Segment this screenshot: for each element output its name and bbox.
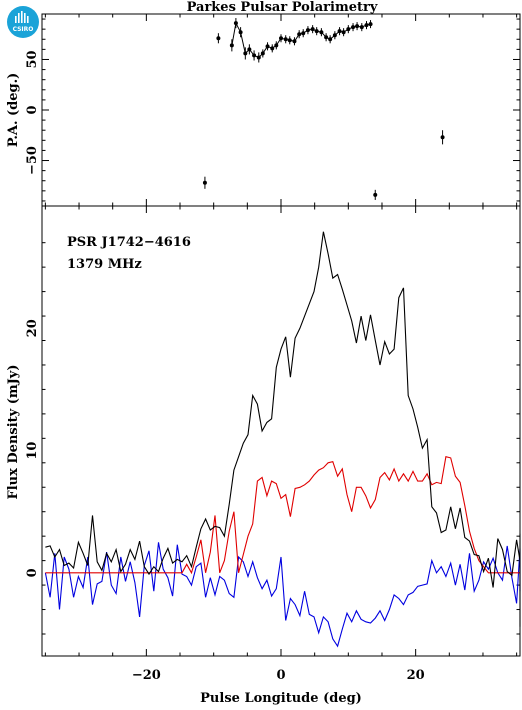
chart-title: Parkes Pulsar Polarimetry bbox=[187, 0, 378, 15]
pa-point bbox=[440, 135, 445, 140]
pa-point bbox=[243, 51, 248, 56]
pa-point bbox=[351, 25, 356, 30]
flux-x-tick-label: −20 bbox=[132, 668, 161, 683]
pa-point bbox=[265, 44, 270, 49]
pa-point bbox=[346, 27, 351, 32]
pa-point bbox=[305, 28, 310, 33]
pa-point bbox=[279, 36, 283, 41]
pa-y-tick-label: 50 bbox=[25, 50, 40, 68]
pa-point bbox=[373, 192, 378, 197]
flux-y-tick-label: 10 bbox=[25, 442, 40, 460]
pa-point bbox=[341, 30, 346, 35]
pa-point bbox=[287, 38, 292, 43]
pa-y-tick-label: 0 bbox=[25, 105, 40, 114]
pa-point bbox=[238, 30, 243, 35]
pa-point bbox=[301, 31, 306, 36]
pa-point bbox=[292, 39, 297, 44]
pa-panel: −50 0 50 P.A. (deg.) bbox=[6, 13, 521, 207]
pa-point bbox=[260, 51, 265, 56]
pa-point bbox=[297, 32, 302, 37]
pa-point bbox=[324, 35, 329, 40]
pa-point bbox=[283, 37, 288, 42]
pa-point bbox=[328, 37, 333, 42]
series-line-total bbox=[45, 231, 521, 627]
pa-point bbox=[319, 30, 324, 35]
csiro-logo-bars-icon bbox=[15, 11, 29, 23]
pa-point bbox=[355, 24, 360, 29]
annotation-psr-name: PSR J1742−4616 bbox=[67, 235, 191, 250]
flux-y-tick-label: 0 bbox=[25, 568, 40, 577]
pa-point bbox=[216, 36, 221, 41]
pa-y-axis-label: P.A. (deg.) bbox=[6, 73, 21, 148]
flux-axis-ticks: 0 10 20 −20 0 20 bbox=[25, 206, 520, 683]
flux-y-tick-label: 20 bbox=[25, 319, 40, 337]
pa-point bbox=[337, 29, 342, 34]
pa-point bbox=[256, 55, 261, 60]
flux-x-tick-label: 20 bbox=[407, 668, 425, 683]
pa-points bbox=[202, 18, 445, 200]
pa-point bbox=[233, 21, 238, 26]
pa-point bbox=[368, 22, 373, 27]
flux-x-tick-label: 0 bbox=[276, 668, 285, 683]
series-line-linear bbox=[45, 456, 520, 575]
flux-x-axis-label: Pulse Longitude (deg) bbox=[200, 691, 362, 706]
pa-point bbox=[274, 43, 279, 48]
flux-panel: 0 10 20 −20 0 20 PSR J1742−4616 1379 MHz Flux… bbox=[6, 205, 521, 706]
series-line-circular bbox=[44, 542, 521, 648]
pa-point bbox=[252, 53, 257, 58]
pa-point bbox=[310, 27, 315, 32]
pa-point bbox=[364, 23, 369, 28]
pa-point bbox=[270, 46, 275, 51]
flux-y-axis-label: Flux Density (mJy) bbox=[6, 365, 21, 500]
csiro-logo-text: CSIRO bbox=[13, 26, 34, 33]
pa-point bbox=[229, 43, 234, 48]
pa-panel-frame bbox=[41, 13, 521, 207]
annotation-frequency: 1379 MHz bbox=[67, 257, 142, 272]
pa-y-tick-label: −50 bbox=[25, 146, 40, 175]
pa-point bbox=[359, 25, 364, 30]
pa-point bbox=[314, 29, 319, 34]
pa-y-ticks: −50 0 50 bbox=[25, 14, 520, 206]
pa-point bbox=[332, 33, 337, 38]
csiro-logo: CSIRO bbox=[7, 6, 39, 38]
pa-point bbox=[202, 180, 207, 185]
pa-point bbox=[247, 47, 252, 52]
